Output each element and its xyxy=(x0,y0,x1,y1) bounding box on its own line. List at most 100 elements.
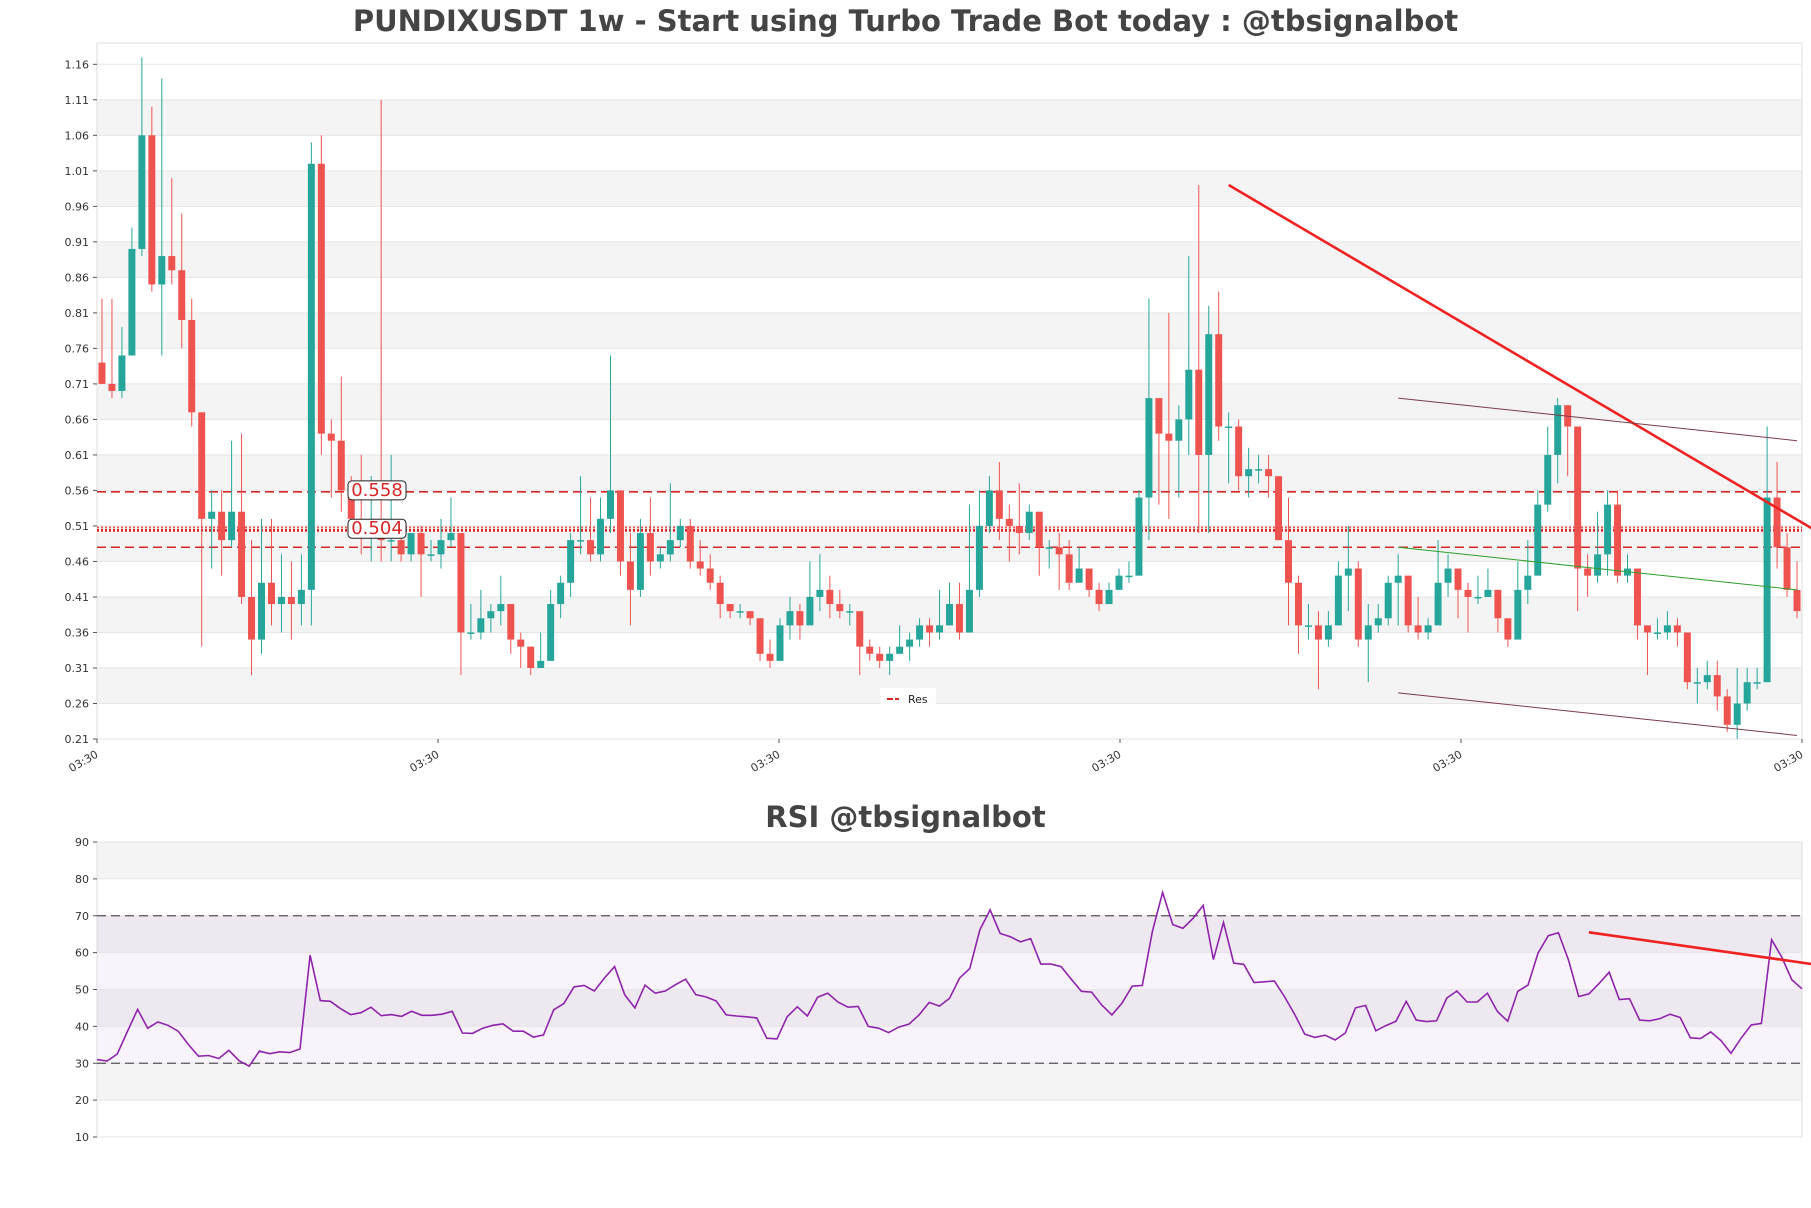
level-label: 0.504 xyxy=(347,518,407,539)
grid-band xyxy=(97,312,1802,349)
candle xyxy=(1703,660,1711,690)
candle xyxy=(1653,618,1661,640)
candle xyxy=(1424,618,1432,640)
candle xyxy=(1265,454,1273,498)
candle xyxy=(1614,490,1622,583)
y-tick-label: 0.81 xyxy=(65,307,90,320)
candle-body xyxy=(1314,625,1322,640)
candle xyxy=(1275,476,1283,541)
candle xyxy=(218,490,226,576)
candle-body xyxy=(906,639,914,647)
candle xyxy=(1235,419,1243,491)
candle-body xyxy=(1763,497,1771,683)
candle xyxy=(906,632,914,661)
candle xyxy=(626,533,634,626)
level-label: 0.558 xyxy=(347,480,407,501)
candle-body xyxy=(1653,632,1661,634)
candle-body xyxy=(866,646,874,654)
candle-body xyxy=(636,533,644,590)
candle-body xyxy=(1364,625,1372,640)
candle xyxy=(1225,412,1233,484)
candle xyxy=(198,412,206,647)
candle xyxy=(1723,689,1731,732)
candle xyxy=(1025,504,1033,541)
candle-body xyxy=(1524,575,1532,590)
candle xyxy=(1065,540,1073,590)
candle xyxy=(1135,490,1143,576)
candle xyxy=(846,604,854,626)
level-label-box xyxy=(347,480,407,501)
trend-line-channel-middle xyxy=(1398,546,1798,591)
y-tick-label: 1.16 xyxy=(65,58,90,71)
candle-body xyxy=(327,433,335,441)
candle-body xyxy=(1235,426,1243,477)
candle xyxy=(1045,540,1053,569)
trend-line-down-trend xyxy=(1228,183,1811,530)
candle-body xyxy=(786,611,794,626)
candle-body xyxy=(896,646,904,654)
y-tick-label: 0.46 xyxy=(65,555,90,568)
candle-body xyxy=(347,490,355,519)
candle-body xyxy=(1574,426,1582,569)
candle-body xyxy=(208,511,216,519)
candle-body xyxy=(816,589,824,597)
candle-body xyxy=(716,582,724,605)
candle-body xyxy=(666,540,674,555)
candle-body xyxy=(287,596,295,605)
candle-body xyxy=(1554,405,1562,455)
candle xyxy=(786,596,794,640)
candle xyxy=(258,518,266,654)
y-tick-label: 1.11 xyxy=(65,94,90,107)
candle xyxy=(1374,604,1382,633)
trend-line-channel-upper xyxy=(1398,397,1798,442)
candle-body xyxy=(1055,547,1063,555)
candle xyxy=(1414,596,1422,640)
candle xyxy=(1125,561,1133,583)
candle xyxy=(138,57,146,257)
candle-body xyxy=(1753,682,1761,684)
candle xyxy=(557,575,565,619)
candle xyxy=(1504,618,1512,647)
candle xyxy=(1454,568,1462,619)
candle xyxy=(796,604,804,640)
candle xyxy=(178,213,186,349)
candle xyxy=(1584,554,1592,597)
rsi-y-tick-label: 20 xyxy=(75,1094,89,1107)
candle-body xyxy=(766,653,774,661)
candle xyxy=(527,646,535,676)
candle xyxy=(936,589,944,640)
candle-body xyxy=(1245,469,1253,477)
candle-body xyxy=(1105,589,1113,605)
candle-body xyxy=(806,596,814,626)
candle xyxy=(1594,511,1602,583)
candle xyxy=(1753,667,1761,690)
candle-body xyxy=(955,604,963,633)
trend-line-channel-lower xyxy=(1398,692,1798,736)
y-tick-label: 1.06 xyxy=(65,129,90,142)
candle-body xyxy=(1793,589,1801,612)
candle-body xyxy=(856,611,864,647)
candle xyxy=(676,518,684,548)
candle xyxy=(1773,462,1781,569)
candle-body xyxy=(1025,511,1033,534)
grid-band xyxy=(97,1063,1802,1101)
candle xyxy=(238,433,246,605)
candle-body xyxy=(228,511,236,541)
candle-body xyxy=(836,604,844,612)
candle xyxy=(1334,561,1342,626)
candle-body xyxy=(1504,618,1512,640)
candle xyxy=(188,298,196,427)
rsi-y-tick-label: 60 xyxy=(75,947,89,960)
candle-body xyxy=(1534,504,1542,576)
candle-body xyxy=(507,604,515,640)
candle xyxy=(1514,561,1522,640)
candle-body xyxy=(995,490,1003,519)
candle xyxy=(477,589,485,640)
candle-body xyxy=(1185,369,1193,420)
candle xyxy=(746,611,754,626)
candle xyxy=(1165,312,1173,519)
x-tick-label: 03:30 xyxy=(1090,748,1124,775)
candle-body xyxy=(1394,575,1402,583)
y-tick-label: 0.76 xyxy=(65,342,90,355)
